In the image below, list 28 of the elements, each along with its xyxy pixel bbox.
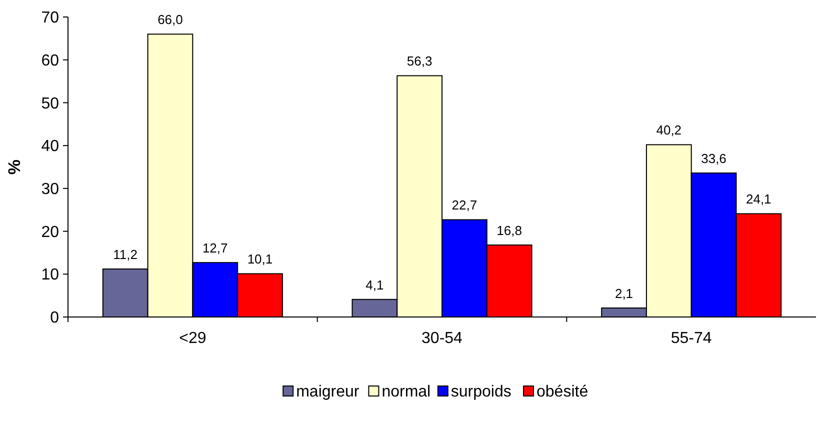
y-tick-label: 30 xyxy=(41,181,60,198)
legend-label: maigreur xyxy=(296,384,360,401)
legend-label: obésité xyxy=(536,384,588,401)
y-tick-label: 20 xyxy=(41,224,60,241)
legend-label: normal xyxy=(382,384,431,401)
y-tick-label: 60 xyxy=(41,52,60,70)
data-label: 16,8 xyxy=(496,223,522,238)
data-label: 24,1 xyxy=(746,192,772,207)
data-label: 40,2 xyxy=(656,122,682,138)
x-tick-label: <29 xyxy=(179,330,206,347)
data-label: 12,7 xyxy=(202,240,228,256)
y-tick-label: 0 xyxy=(50,310,60,327)
data-label: 66,0 xyxy=(158,12,183,28)
y-axis-title: % xyxy=(5,159,24,175)
x-tick-label: 55-74 xyxy=(670,330,712,347)
y-tick-label: 70 xyxy=(41,10,60,27)
x-tick-label: 30-54 xyxy=(422,330,463,347)
y-tick-label: 50 xyxy=(41,95,60,112)
data-label: 2,1 xyxy=(614,286,634,301)
data-label: 4,1 xyxy=(366,277,384,292)
data-label: 33,6 xyxy=(701,151,726,166)
data-label: 11,2 xyxy=(113,247,138,262)
y-tick-label: 10 xyxy=(41,266,60,284)
data-label: 56,3 xyxy=(406,54,432,69)
y-tick-label: 40 xyxy=(41,138,60,156)
legend-label: surpoids xyxy=(450,384,512,401)
data-label: 22,7 xyxy=(452,198,478,213)
data-label: 10,1 xyxy=(247,252,273,267)
